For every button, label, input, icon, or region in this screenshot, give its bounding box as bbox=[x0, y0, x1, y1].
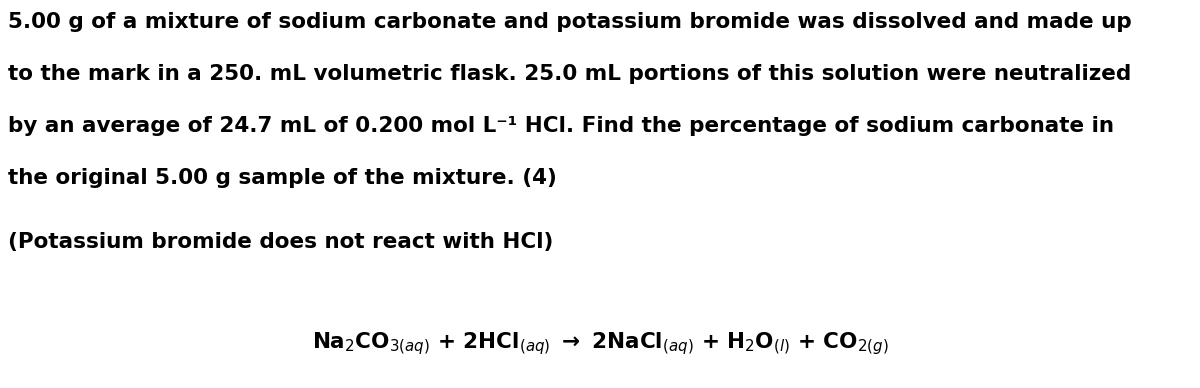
Text: Na$_2$CO$_{3(aq)}$ + 2HCl$_{(aq)}$ $\bf{\rightarrow}$ 2NaCl$_{(aq)}$ + H$_2$O$_{: Na$_2$CO$_{3(aq)}$ + 2HCl$_{(aq)}$ $\bf{… bbox=[312, 330, 888, 357]
Text: by an average of 24.7 mL of 0.200 mol L⁻¹ HCl. Find the percentage of sodium car: by an average of 24.7 mL of 0.200 mol L⁻… bbox=[8, 116, 1114, 136]
Text: to the mark in a 250. mL volumetric flask. 25.0 mL portions of this solution wer: to the mark in a 250. mL volumetric flas… bbox=[8, 64, 1132, 84]
Text: (Potassium bromide does not react with HCl): (Potassium bromide does not react with H… bbox=[8, 232, 553, 252]
Text: 5.00 g of a mixture of sodium carbonate and potassium bromide was dissolved and : 5.00 g of a mixture of sodium carbonate … bbox=[8, 12, 1132, 32]
Text: the original 5.00 g sample of the mixture. (4): the original 5.00 g sample of the mixtur… bbox=[8, 168, 557, 188]
